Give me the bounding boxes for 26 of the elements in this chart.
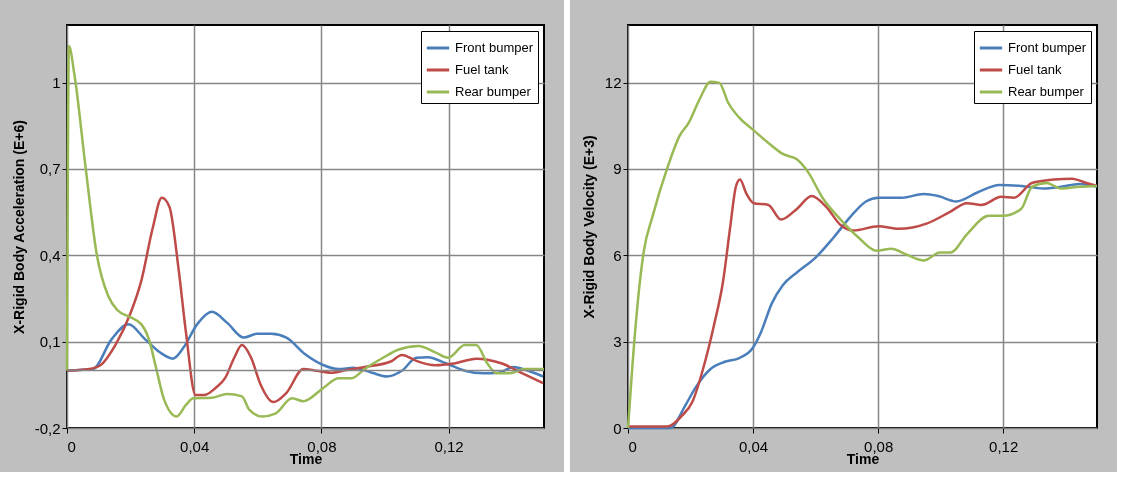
legend-label: Front bumper [1008, 40, 1087, 55]
x-tick-label: 0,04 [180, 437, 210, 455]
legend-label: Rear bumper [1008, 84, 1085, 99]
y-tick-label: 1 [52, 74, 61, 92]
y-tick-label: -0,2 [34, 419, 61, 437]
legend-label: Fuel tank [1008, 62, 1062, 77]
y-tick-label: 0,7 [39, 160, 61, 178]
y-tick-label: 3 [613, 333, 622, 351]
y-axis-title: X-Rigid Body Acceleration (E+6) [10, 120, 27, 334]
line-series [65, 196, 545, 404]
y-tick-label: 9 [613, 160, 622, 178]
x-tick-label: 0,04 [738, 437, 769, 455]
legend-label: Front bumper [455, 40, 534, 55]
legend-label: Rear bumper [455, 84, 532, 99]
y-tick-label: 12 [604, 74, 622, 92]
y-tick-label: 0 [613, 419, 622, 437]
x-tick-label: 0 [67, 437, 76, 455]
y-axis-title: X-Rigid Body Velocity (E+3) [580, 135, 597, 319]
x-tick-label: 0,12 [434, 437, 464, 455]
legend-label: Fuel tank [455, 62, 509, 77]
x-tick-label: 0 [628, 437, 637, 455]
x-tick-label: 0,12 [989, 437, 1019, 455]
line-series [65, 44, 546, 418]
y-tick-label: 0,4 [39, 246, 61, 264]
y-tick-label: 6 [613, 246, 622, 264]
y-tick-label: 0,1 [39, 333, 61, 351]
